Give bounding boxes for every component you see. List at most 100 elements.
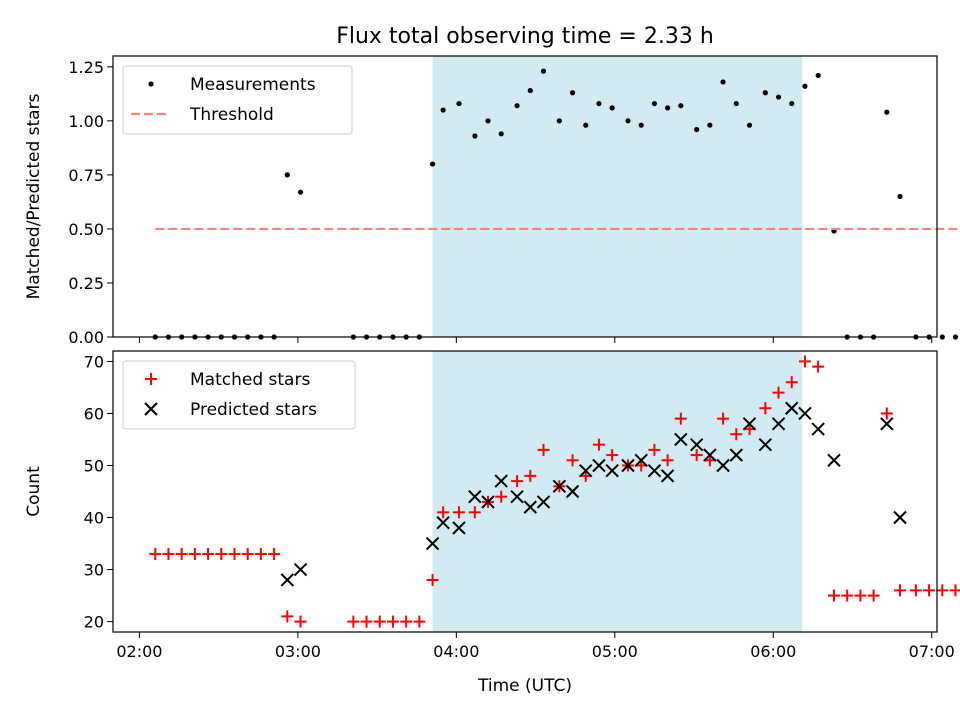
- matched-star-point: [949, 584, 960, 597]
- matched-star-point: [175, 547, 188, 560]
- y-tick-label: 0.50: [68, 220, 104, 239]
- measurement-point: [665, 105, 671, 111]
- predicted-star-point: [703, 448, 717, 462]
- x-tick-label: 04:00: [433, 642, 479, 661]
- measurement-point: [884, 109, 890, 115]
- count-data: [149, 355, 960, 628]
- matched-star-point: [592, 438, 605, 451]
- y-tick-label: 30: [84, 561, 104, 580]
- predicted-star-point: [293, 562, 308, 577]
- predicted-star-point: [647, 463, 662, 478]
- matched-star-point: [281, 610, 294, 623]
- matched-star-point: [759, 402, 772, 415]
- predicted-star-point: [280, 573, 295, 587]
- matched-star-point: [812, 360, 825, 373]
- predicted-star-point: [523, 500, 537, 514]
- predicted-star-point: [742, 417, 757, 431]
- x-tick-label: 07:00: [909, 642, 955, 661]
- measurement-point: [472, 133, 478, 139]
- ratio-axes-frame: [112, 55, 938, 338]
- matched-star-point: [386, 615, 399, 628]
- matched-star-point: [785, 376, 798, 389]
- matched-star-point: [880, 407, 893, 420]
- predicted-star-point: [771, 417, 786, 431]
- matched-star-point: [294, 615, 307, 628]
- x-tick-label: 03:00: [275, 642, 321, 661]
- measurement-point: [720, 79, 726, 85]
- measurement-point: [694, 126, 700, 133]
- x-tick-label: 06:00: [750, 642, 796, 661]
- matched-star-point: [202, 547, 215, 560]
- measurement-point: [556, 118, 562, 124]
- predicted-star-point: [510, 489, 524, 504]
- measurement-point: [733, 100, 739, 107]
- matched-star-point: [867, 589, 880, 602]
- predicted-star-point: [674, 432, 688, 447]
- matched-star-point: [188, 547, 201, 560]
- observing-window-shade: [432, 56, 803, 337]
- measurement-point: [762, 90, 768, 96]
- y-tick-label: 0.00: [68, 328, 104, 347]
- matched-star-point: [894, 584, 907, 597]
- measurement-point: [815, 72, 821, 79]
- count-panel: 20 30 40 50 60 70 02:00 03:00 04:00 05:00 06:00 07:…: [24, 350, 960, 661]
- predicted-star-point: [436, 516, 450, 530]
- matched-star-point: [524, 469, 537, 482]
- matched-star-point: [468, 506, 481, 519]
- ratio-panel: 0.00 0.25 0.50 0.75 1.00 1.25 Matched/Predict…: [24, 55, 960, 347]
- measurement-point: [609, 105, 615, 111]
- predicted-star-point: [893, 510, 907, 525]
- matched-star-point: [347, 615, 360, 628]
- predicted-star-point: [468, 489, 482, 504]
- legend-x-swatch: [144, 402, 158, 416]
- measurement-point: [284, 172, 290, 178]
- matched-star-point: [149, 547, 162, 560]
- predicted-star-point: [729, 448, 743, 462]
- measurement-point: [527, 87, 533, 94]
- predicted-star-point: [552, 479, 567, 494]
- measurement-point: [775, 94, 782, 100]
- matched-star-point: [854, 589, 867, 602]
- y-tick-label: 70: [84, 352, 104, 371]
- legend-label: Threshold: [189, 105, 274, 125]
- predicted-star-point: [592, 458, 606, 473]
- measurement-point: [802, 83, 808, 89]
- measurement-point: [678, 103, 684, 109]
- matched-star-point: [566, 454, 579, 467]
- legend-box: [122, 360, 356, 430]
- predicted-star-point: [689, 437, 704, 452]
- predicted-star-point: [880, 417, 894, 431]
- x-axis-label: Time (UTC): [477, 676, 572, 696]
- matched-star-point: [413, 615, 426, 628]
- x-tick-label: 02:00: [116, 642, 162, 661]
- matched-star-point: [909, 584, 922, 597]
- matched-star-point: [360, 615, 373, 628]
- matched-star-point: [495, 490, 508, 503]
- measurement-point: [498, 131, 504, 137]
- predicted-star-point: [785, 401, 799, 415]
- measurement-point: [456, 100, 462, 107]
- matched-star-point: [717, 412, 730, 425]
- matched-star-point: [841, 589, 854, 602]
- measurement-point: [485, 118, 491, 124]
- predicted-star-point: [716, 458, 730, 473]
- count-axes-frame: [112, 350, 938, 633]
- legend-box: [122, 65, 353, 135]
- count-legend: Matched stars Predicted stars: [122, 360, 356, 430]
- measurement-point: [514, 103, 520, 109]
- matched-star-point: [452, 506, 465, 519]
- measurement-point: [952, 334, 959, 340]
- measurement-point: [651, 100, 658, 107]
- predicted-star-point: [481, 495, 495, 509]
- predicted-star-point: [634, 453, 648, 467]
- matched-star-point: [426, 573, 439, 586]
- count-y-axis-label: Count: [24, 466, 44, 517]
- y-tick-label: 20: [84, 613, 104, 632]
- predicted-star-point: [452, 521, 466, 535]
- matched-star-point: [511, 475, 524, 488]
- measurement-point: [638, 122, 644, 128]
- legend-label: Predicted stars: [190, 400, 317, 420]
- y-tick-label: 50: [84, 456, 104, 475]
- predicted-star-point: [605, 463, 619, 478]
